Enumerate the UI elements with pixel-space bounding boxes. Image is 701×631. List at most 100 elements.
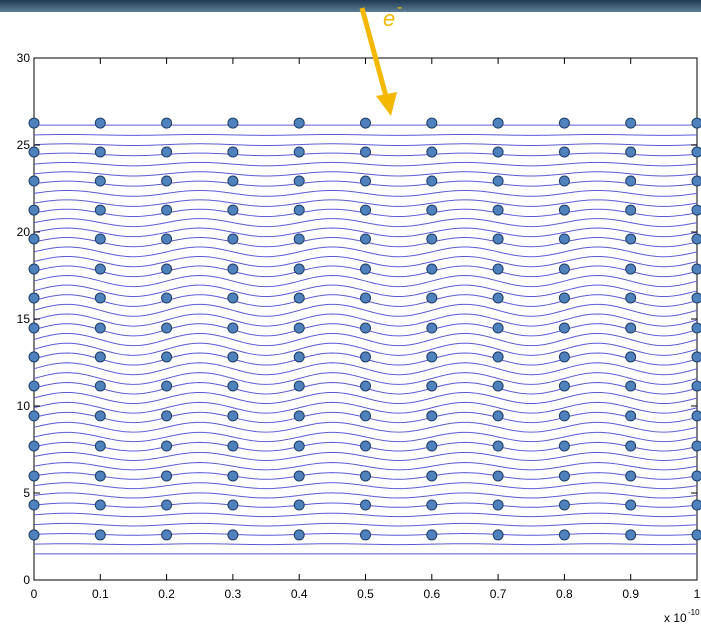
atom bbox=[492, 322, 504, 334]
atom bbox=[227, 146, 239, 158]
atom bbox=[161, 146, 173, 158]
atom bbox=[426, 410, 438, 422]
atom bbox=[293, 470, 305, 482]
atom bbox=[426, 204, 438, 216]
annotation: e bbox=[383, 6, 395, 31]
atom bbox=[227, 410, 239, 422]
atom bbox=[28, 233, 40, 245]
atom bbox=[293, 292, 305, 304]
wave-line bbox=[33, 522, 698, 527]
atom bbox=[558, 204, 570, 216]
atom bbox=[691, 146, 701, 158]
atom bbox=[94, 146, 106, 158]
wave-line bbox=[33, 391, 698, 405]
wave-line bbox=[33, 143, 698, 147]
x-tick-label: 0.8 bbox=[556, 587, 573, 601]
atom bbox=[625, 263, 637, 275]
atom bbox=[625, 470, 637, 482]
atom bbox=[94, 470, 106, 482]
atom bbox=[625, 204, 637, 216]
wave-line bbox=[33, 362, 698, 376]
atom bbox=[293, 117, 305, 129]
atom bbox=[558, 470, 570, 482]
atom bbox=[426, 263, 438, 275]
atom bbox=[625, 440, 637, 452]
atom bbox=[161, 263, 173, 275]
atom bbox=[492, 117, 504, 129]
x-tick-label: 0.4 bbox=[291, 587, 308, 601]
atom bbox=[161, 233, 173, 245]
x-tick-label: 0.5 bbox=[357, 587, 374, 601]
atom bbox=[625, 322, 637, 334]
wave-line bbox=[33, 133, 698, 136]
atom bbox=[492, 440, 504, 452]
x-tick-label: 1 bbox=[694, 587, 701, 601]
wave-line bbox=[33, 451, 698, 461]
wave-line bbox=[33, 543, 698, 546]
x-tick-label: 0.1 bbox=[92, 587, 109, 601]
atom bbox=[360, 499, 371, 511]
atom bbox=[691, 233, 701, 245]
wave-line bbox=[33, 303, 698, 317]
atom bbox=[293, 263, 305, 275]
atom bbox=[426, 175, 438, 187]
atom bbox=[227, 233, 239, 245]
atom bbox=[426, 499, 438, 511]
atom bbox=[161, 175, 173, 187]
atom bbox=[28, 117, 40, 129]
y-tick-label: 5 bbox=[23, 486, 30, 500]
atom bbox=[558, 146, 570, 158]
wave-line bbox=[33, 275, 698, 288]
atom bbox=[360, 470, 371, 482]
atom bbox=[227, 263, 239, 275]
atom bbox=[94, 117, 106, 129]
x-tick-label: 0 bbox=[31, 587, 38, 601]
atom bbox=[161, 529, 173, 541]
atom bbox=[492, 529, 504, 541]
atom bbox=[558, 499, 570, 511]
atom bbox=[227, 292, 239, 304]
atom bbox=[691, 529, 701, 541]
atom bbox=[492, 233, 504, 245]
atom bbox=[161, 117, 173, 129]
atom bbox=[426, 380, 438, 392]
atom bbox=[558, 263, 570, 275]
wave-line bbox=[33, 431, 698, 443]
atom bbox=[94, 322, 106, 334]
atom bbox=[625, 351, 637, 363]
atom bbox=[492, 499, 504, 511]
atom bbox=[558, 292, 570, 304]
atom bbox=[691, 204, 701, 216]
wave-line bbox=[33, 218, 698, 228]
atom bbox=[28, 175, 40, 187]
y-tick-label: 15 bbox=[17, 312, 31, 326]
atom bbox=[492, 204, 504, 216]
wave-line bbox=[33, 255, 698, 268]
atom bbox=[227, 470, 239, 482]
atom bbox=[94, 233, 106, 245]
wave-line bbox=[33, 401, 698, 414]
atom bbox=[293, 499, 305, 511]
atom bbox=[492, 470, 504, 482]
wave-line bbox=[33, 492, 698, 499]
atom bbox=[360, 263, 371, 275]
atom bbox=[426, 233, 438, 245]
atom bbox=[558, 410, 570, 422]
atom bbox=[492, 380, 504, 392]
atom bbox=[28, 292, 40, 304]
atom bbox=[691, 263, 701, 275]
atom bbox=[426, 146, 438, 158]
atom bbox=[691, 380, 701, 392]
atom bbox=[492, 351, 504, 363]
atom bbox=[625, 292, 637, 304]
atom bbox=[227, 117, 239, 129]
wave-line bbox=[33, 284, 698, 298]
wave-line bbox=[33, 512, 698, 518]
atom bbox=[293, 529, 305, 541]
atom bbox=[558, 233, 570, 245]
atom bbox=[161, 499, 173, 511]
atom bbox=[161, 292, 173, 304]
wave-line bbox=[33, 421, 698, 433]
atom bbox=[558, 351, 570, 363]
atom bbox=[360, 146, 371, 158]
